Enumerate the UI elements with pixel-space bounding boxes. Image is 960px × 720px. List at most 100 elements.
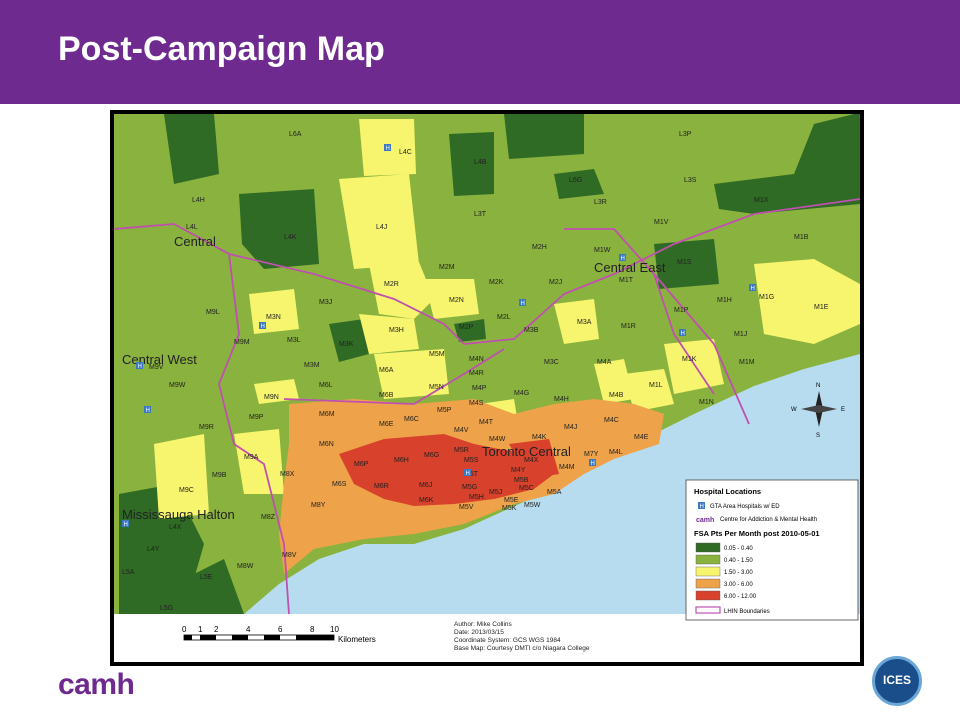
fsa-l4j — [339, 174, 419, 269]
fsa-l4b — [449, 132, 494, 196]
fsa-label-l4x: L4X — [169, 524, 182, 531]
fsa-label-m5p: M5P — [437, 407, 452, 414]
legend-class-label: 3.00 - 6.00 — [724, 582, 753, 588]
fsa-label-m9a: M9A — [244, 454, 259, 461]
fsa-label-m6h: M6H — [394, 457, 409, 464]
fsa-label-m2h: M2H — [532, 244, 547, 251]
fsa-label-m5w: M5W — [524, 502, 541, 509]
fsa-label-m5c: M5C — [519, 485, 534, 492]
fsa-label-m2m: M2M — [439, 264, 455, 271]
scale-segment-2 — [200, 635, 216, 640]
fsa-label-m1v: M1V — [654, 219, 669, 226]
map-canvas: Central Central East Central West Toront… — [114, 114, 860, 662]
legend-hospital-icon-h: H — [700, 504, 704, 510]
fsa-label-m2r: M2R — [384, 281, 399, 288]
fsa-label-m2n: M2N — [449, 297, 464, 304]
fsa-label-m6j: M6J — [419, 482, 432, 489]
hospital-marker: H — [259, 322, 266, 330]
hospital-icon — [749, 284, 756, 291]
fsa-label-m1h: M1H — [717, 297, 732, 304]
legend-class-label: 1.50 - 3.00 — [724, 570, 753, 576]
hospital-marker: H — [519, 299, 526, 307]
fsa-label-m4l: M4L — [609, 449, 623, 456]
fsa-m4b — [594, 359, 634, 404]
fsa-m1x — [714, 114, 860, 214]
hospital-marker: H — [136, 362, 143, 370]
fsa-label-m9c: M9C — [179, 487, 194, 494]
fsa-yellow — [154, 119, 860, 519]
hospital-icon — [589, 459, 596, 466]
legend-lhin-swatch — [695, 606, 721, 614]
fsa-label-m9r: M9R — [199, 424, 214, 431]
fsa-label-l4k: L4K — [284, 234, 297, 241]
fsa-red-zone — [339, 434, 554, 506]
hospital-icon-h: H — [751, 286, 755, 292]
ices-logo-text: ICES — [882, 673, 911, 687]
fsa-label-m4b: M4B — [609, 392, 624, 399]
scale-segment-1 — [184, 635, 192, 640]
fsa-label-l4y: L4Y — [147, 546, 160, 553]
fsa-label-m4c: M4C — [604, 417, 619, 424]
legend-lhin-label: LHIN Boundaries — [724, 609, 770, 615]
fsa-label-m6c: M6C — [404, 416, 419, 423]
fsa-label-m5n: M5N — [429, 384, 444, 391]
legend-class-swatch — [695, 578, 721, 589]
fsa-label-m3m: M3M — [304, 362, 320, 369]
fsa-label-m8x: M8X — [280, 471, 295, 478]
fsa-label-l6g: L6G — [569, 177, 582, 184]
compass-ew-arrow — [801, 405, 837, 413]
fsa-label-m1s: M1S — [677, 259, 692, 266]
hospital-icon-h: H — [621, 256, 625, 262]
fsa-label-m5r: M5R — [454, 447, 469, 454]
legend-hospital-icon — [698, 502, 705, 509]
fsa-label-m1r: M1R — [621, 323, 636, 330]
fsa-label-m1p: M1P — [674, 307, 689, 314]
hospital-icon — [519, 299, 526, 306]
fsa-label-layer: L6A L4C L4B L3P L3S L6G L3R L4H L4L L4K L4J L3T M1X M… — [122, 131, 829, 612]
hospital-icon-h: H — [466, 471, 470, 477]
fsa-label-m4m: M4M — [559, 464, 575, 471]
fsa-m9c — [154, 434, 209, 519]
hospital-icon — [384, 144, 391, 151]
legend-class-swatch — [695, 566, 721, 577]
fsa-l5e — [174, 559, 244, 614]
scale-segment-5 — [296, 635, 334, 640]
fsa-label-m5h: M5H — [469, 494, 484, 501]
choropleth-map: Central Central East Central West Toront… — [114, 114, 860, 662]
legend-camh-label: Centre for Addiction & Mental Health — [720, 517, 817, 523]
fsa-label-m2j: M2J — [549, 279, 562, 286]
fsa-label-m1x: M1X — [754, 197, 769, 204]
fsa-label-l4h: L4H — [192, 197, 205, 204]
fsa-label-l5e: L5E — [200, 574, 213, 581]
hospital-icon — [464, 469, 471, 476]
compass-rose: N S E W — [791, 383, 845, 439]
hospital-marker: H — [384, 144, 391, 152]
fsa-m1s — [654, 239, 719, 289]
fsa-label-m9b: M9B — [212, 472, 227, 479]
fsa-l6g — [554, 169, 604, 199]
compass-e: E — [841, 407, 845, 413]
fsa-label-m4x: M4X — [524, 457, 539, 464]
hospital-icon-h: H — [138, 364, 142, 370]
fsa-label-m4p: M4P — [472, 385, 487, 392]
map-metadata: Author: Mike Collins Date: 2013/03/15 Co… — [454, 621, 590, 652]
fsa-label-m4j: M4J — [564, 424, 577, 431]
fsa-label-l3t: L3T — [474, 211, 487, 218]
fsa-label-m6a: M6A — [379, 367, 394, 374]
fsa-m3n — [249, 289, 299, 334]
label-lhin-mississauga-halton: Mississauga Halton — [122, 507, 235, 522]
fsa-m1e — [754, 259, 860, 344]
fsa-label-m3k: M3K — [339, 341, 354, 348]
fsa-label-m9n: M9N — [264, 394, 279, 401]
fsa-label-m4w: M4W — [489, 436, 506, 443]
fsa-m5m — [374, 349, 449, 399]
fsa-label-m2k: M2K — [489, 279, 504, 286]
fsa-label-m5b: M5B — [514, 477, 529, 484]
fsa-label-m3a: M3A — [577, 319, 592, 326]
legend-class-label: 6.00 - 12.00 — [724, 594, 757, 600]
compass-w: W — [791, 407, 797, 413]
fsa-label-m9w: M9W — [169, 382, 186, 389]
fsa-label-m3h: M3H — [389, 327, 404, 334]
fsa-label-m1t: M1T — [619, 277, 634, 284]
fsa-label-m8y: M8Y — [311, 502, 326, 509]
